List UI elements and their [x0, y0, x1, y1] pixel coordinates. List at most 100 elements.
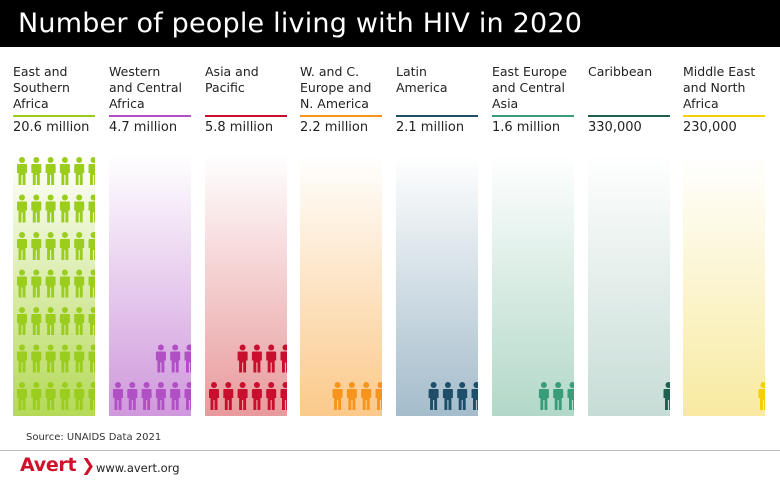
region-3: Asia and Pacific 5.8 million — [205, 64, 287, 416]
person-icon — [361, 382, 372, 410]
person-icon — [45, 344, 56, 373]
person-icon — [17, 232, 27, 260]
pictogram — [17, 157, 95, 410]
region-label-line: Western — [109, 64, 161, 79]
region-value: 2.2 million — [300, 120, 369, 135]
region-label: Western and Central Africa — [109, 64, 191, 112]
region-label-line: and Central — [109, 80, 183, 95]
person-icon — [332, 382, 343, 410]
person-icon — [59, 307, 70, 335]
person-icon — [59, 269, 70, 298]
region-color-rule — [683, 115, 765, 117]
region-label-line: Africa — [683, 96, 719, 111]
person-icon — [170, 382, 181, 410]
person-icon — [280, 382, 287, 410]
region-column-background — [13, 155, 95, 416]
person-icon — [31, 382, 42, 410]
region-1: East and Southern Africa 20.6 million — [13, 64, 95, 416]
region-color-rule — [396, 115, 478, 117]
region-column-background — [205, 155, 287, 416]
region-column-background — [683, 155, 765, 416]
person-icon — [17, 157, 27, 185]
person-icon — [184, 344, 191, 373]
person-icon — [251, 344, 262, 373]
region-color-rule — [13, 115, 95, 117]
person-icon — [223, 382, 234, 410]
region-label-line: W. and C. — [300, 64, 360, 79]
avert-logo: Avert — [20, 454, 77, 476]
region-7: Caribbean 330,000 — [588, 64, 670, 416]
region-label: East and Southern Africa — [13, 64, 95, 112]
region-color-rule — [492, 115, 574, 117]
person-icon — [88, 307, 95, 335]
person-icon — [266, 344, 277, 373]
region-label-line: Southern — [13, 80, 70, 95]
person-icon — [45, 307, 56, 335]
region-label-line: N. America — [300, 96, 369, 111]
person-icon — [17, 382, 27, 410]
person-icon — [45, 194, 56, 223]
person-icon — [88, 232, 95, 260]
person-icon — [375, 382, 382, 410]
person-icon — [74, 269, 85, 298]
region-color-rule — [588, 115, 670, 117]
region-column-background — [109, 155, 191, 416]
region-label-line: Caribbean — [588, 64, 653, 79]
person-icon — [31, 307, 42, 335]
region-column-background — [396, 155, 478, 416]
title-bar: Number of people living with HIV in 2020 — [0, 0, 780, 47]
region-label-line: Asia and — [205, 64, 259, 79]
person-icon — [88, 382, 95, 410]
person-icon — [17, 344, 27, 373]
pictogram — [113, 344, 191, 410]
region-label: Latin America — [396, 64, 478, 112]
person-icon — [346, 382, 357, 410]
person-icon — [59, 232, 70, 260]
region-value: 20.6 million — [13, 120, 90, 135]
person-icon — [31, 269, 42, 298]
person-icon — [88, 194, 95, 223]
person-icon — [74, 194, 85, 223]
person-icon — [88, 344, 95, 373]
person-icon — [31, 232, 42, 260]
region-value: 230,000 — [683, 120, 737, 135]
person-icon — [113, 382, 123, 410]
region-label: Asia and Pacific — [205, 64, 287, 112]
person-icon — [471, 382, 478, 410]
person-icon — [17, 269, 27, 298]
person-icon — [88, 269, 95, 298]
person-icon — [457, 382, 468, 410]
footer-divider — [0, 450, 780, 451]
person-icon — [170, 344, 181, 373]
person-icon — [59, 157, 70, 185]
person-icon — [127, 382, 138, 410]
person-icon — [31, 157, 42, 185]
region-label-line: and North — [683, 80, 746, 95]
region-column-background — [588, 155, 670, 416]
region-column-background — [492, 155, 574, 416]
person-icon — [266, 382, 277, 410]
person-icon — [155, 382, 166, 410]
person-icon — [74, 157, 85, 185]
pictogram — [209, 344, 287, 410]
person-icon — [758, 382, 765, 410]
person-icon — [74, 382, 85, 410]
website-link[interactable]: www.avert.org — [96, 461, 180, 475]
person-icon — [88, 157, 95, 185]
person-icon — [237, 344, 248, 373]
region-value: 2.1 million — [396, 120, 465, 135]
region-4: W. and C. Europe and N. America 2.2 million — [300, 64, 382, 416]
region-value: 4.7 million — [109, 120, 178, 135]
region-value: 330,000 — [588, 120, 642, 135]
region-color-rule — [300, 115, 382, 117]
region-8: Middle East and North Africa 230,000 — [683, 64, 765, 416]
region-label-line: America — [396, 80, 448, 95]
person-icon — [237, 382, 248, 410]
region-label-line: Latin — [396, 64, 427, 79]
region-6: East Europe and Central Asia 1.6 million — [492, 64, 574, 416]
person-icon — [17, 307, 27, 335]
person-icon — [31, 194, 42, 223]
person-icon — [538, 382, 549, 410]
person-icon — [428, 382, 439, 410]
person-icon — [45, 232, 56, 260]
